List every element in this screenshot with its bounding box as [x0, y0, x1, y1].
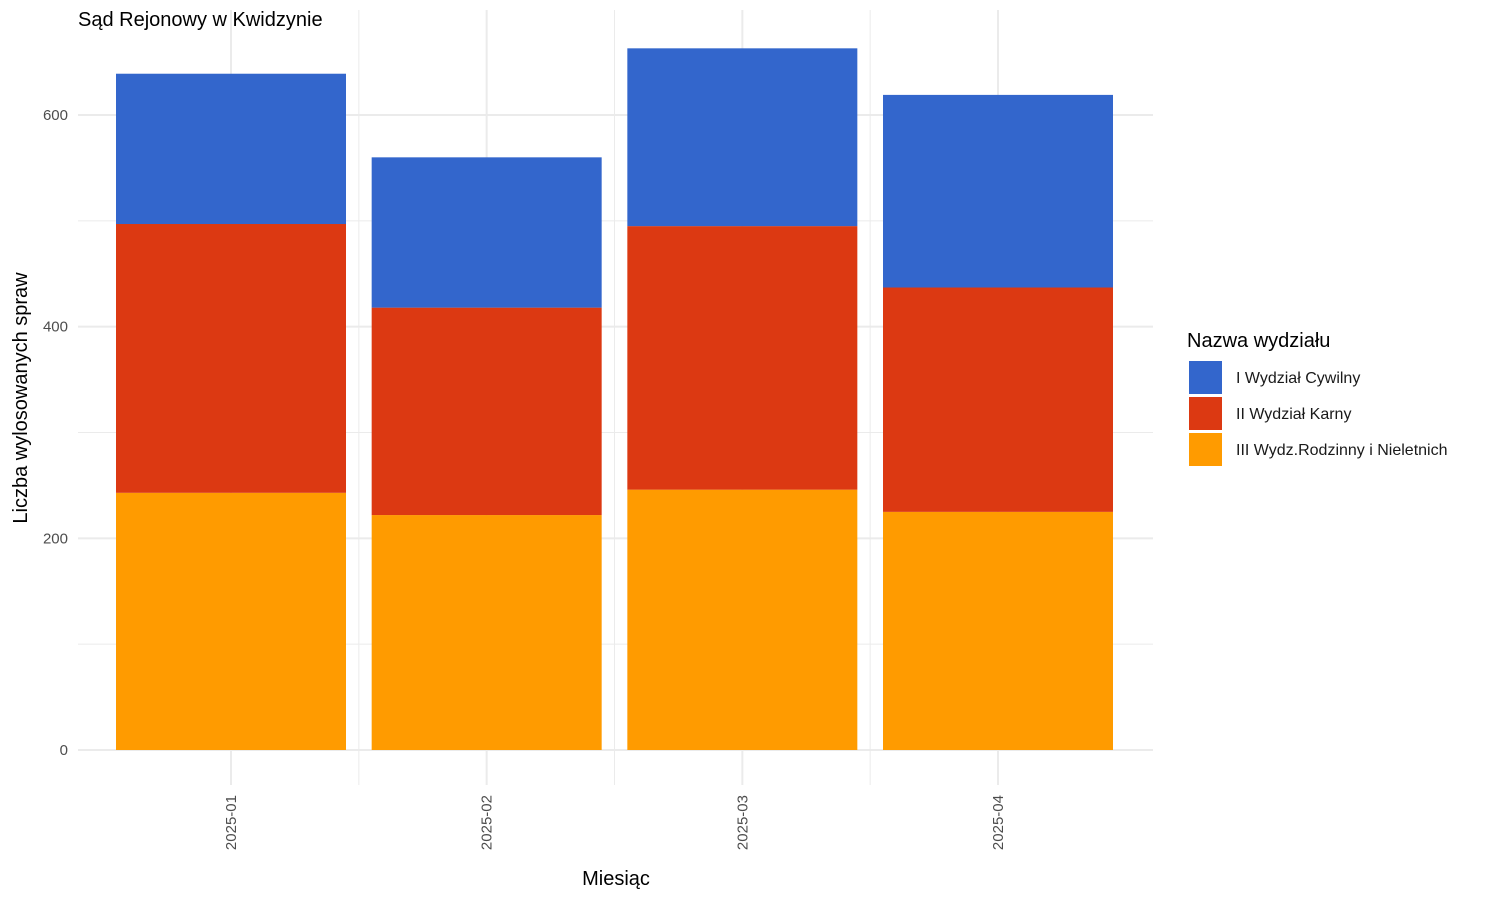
bar-segment [371, 157, 602, 308]
bar-segment [116, 492, 346, 750]
bar-segment [627, 226, 858, 490]
bar-segment [627, 48, 858, 227]
bar-segment [371, 515, 602, 750]
y-tick-label: 200 [43, 530, 68, 547]
bar-segment [883, 511, 1113, 750]
x-tick-label: 2025-04 [990, 795, 1007, 850]
legend-title: Nazwa wydziału [1187, 330, 1330, 352]
x-axis-title: Miesiąc [582, 868, 650, 890]
bar-segment [116, 224, 346, 493]
x-axis-ticks: 2025-01 2025-02 2025-03 2025-04 [223, 795, 1007, 850]
legend-swatch [1189, 361, 1222, 394]
x-tick-label: 2025-01 [223, 795, 240, 850]
legend-label: III Wydz.Rodzinny i Nieletnich [1236, 442, 1448, 459]
y-axis-title: Liczba wylosowanych spraw [10, 272, 32, 524]
legend-swatch [1189, 433, 1222, 466]
legend-label: II Wydział Karny [1236, 406, 1351, 423]
legend-items: I Wydział Cywilny II Wydział Karny III Wyd… [1189, 361, 1448, 466]
bar-segment [116, 73, 346, 225]
bar-segment [883, 287, 1113, 512]
legend: Nazwa wydziału I Wydział Cywilny II Wydzi… [1187, 330, 1448, 466]
bars [116, 48, 1113, 750]
chart-title: Sąd Rejonowy w Kwidzynie [78, 9, 323, 31]
x-tick-label: 2025-02 [479, 795, 496, 850]
x-tick-label: 2025-03 [734, 795, 751, 850]
y-tick-label: 0 [60, 742, 68, 759]
legend-swatch [1189, 397, 1222, 430]
legend-label: I Wydział Cywilny [1236, 370, 1360, 387]
y-axis-ticks: 0 200 400 600 [43, 107, 68, 759]
bar-segment [627, 489, 858, 750]
bar-segment [883, 94, 1113, 288]
y-tick-label: 600 [43, 107, 68, 124]
y-tick-label: 400 [43, 319, 68, 336]
bar-segment [371, 307, 602, 516]
